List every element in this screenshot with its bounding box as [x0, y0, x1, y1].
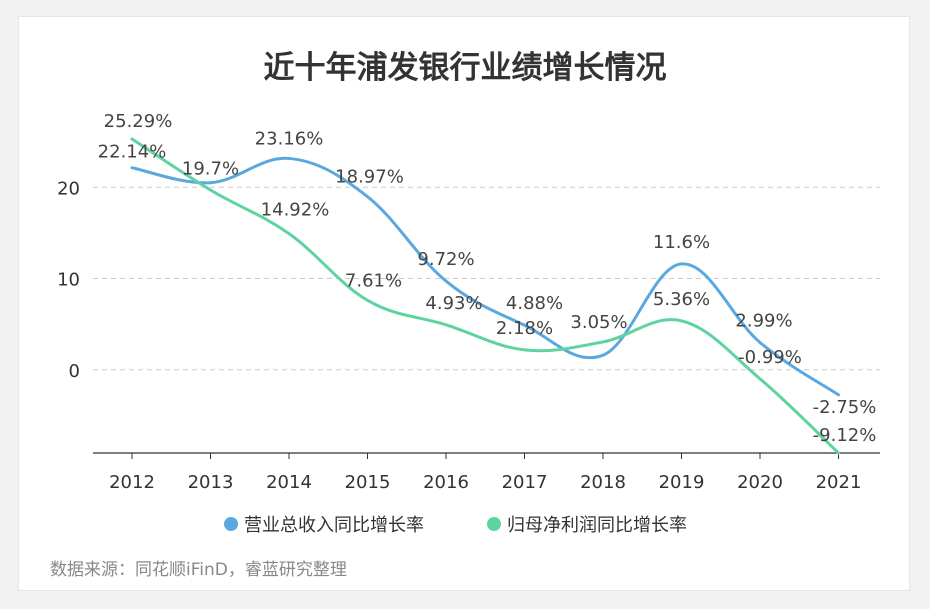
data-label: 4.88% [506, 293, 563, 314]
x-tick-label: 2021 [816, 472, 862, 493]
chart-title: 近十年浦发银行业绩增长情况 [264, 50, 667, 86]
legend: 营业总收入同比增长率 归母净利润同比增长率 [224, 515, 687, 536]
x-tick-label: 2020 [737, 472, 783, 493]
data-label: 7.61% [345, 270, 402, 291]
y-axis: 20 10 0 [57, 178, 80, 382]
data-label: -0.99% [738, 347, 802, 368]
x-tick-label: 2016 [423, 472, 469, 493]
data-label: -9.12% [813, 425, 877, 446]
x-tick-label: 2017 [502, 472, 548, 493]
data-label: 9.72% [417, 249, 474, 270]
legend-label-revenue: 营业总收入同比增长率 [244, 515, 424, 536]
y-tick-label: 20 [57, 178, 80, 199]
series-line-0 [130, 156, 840, 397]
data-label: 19.7% [182, 159, 239, 180]
x-axis: 2012 2013 2014 2015 2016 2017 2018 2019 2020 2021 [93, 452, 880, 493]
data-label: 3.05% [570, 312, 627, 333]
data-label: 25.29% [104, 111, 173, 132]
x-tick-label: 2018 [580, 472, 626, 493]
chart-card [18, 16, 910, 591]
series-line-1 [130, 137, 840, 455]
legend-item-net-profit[interactable]: 归母净利润同比增长率 [487, 515, 687, 536]
data-label: 5.36% [653, 289, 710, 310]
data-labels: 22.14% 19.7% 23.16% 18.97% 9.72% 4.88% 11.6% 2.… [98, 111, 877, 446]
x-tick-label: 2012 [109, 472, 155, 493]
x-tick-label: 2019 [659, 472, 705, 493]
source-note: 数据来源：同花顺iFinD，睿蓝研究整理 [50, 560, 347, 580]
data-label: 11.6% [653, 232, 710, 253]
data-label: 2.18% [496, 318, 553, 339]
data-label: -2.75% [813, 397, 877, 418]
data-label: 23.16% [255, 128, 324, 149]
legend-label-net-profit: 归母净利润同比增长率 [507, 515, 687, 536]
data-label: 4.93% [425, 293, 482, 314]
legend-marker-net-profit [487, 517, 501, 531]
data-label: 14.92% [261, 200, 330, 221]
data-label: 22.14% [98, 142, 167, 163]
y-tick-label: 0 [69, 361, 80, 382]
x-tick-label: 2013 [188, 472, 234, 493]
legend-marker-revenue [224, 517, 238, 531]
series-group [130, 137, 840, 455]
data-label: 18.97% [335, 167, 404, 188]
data-label: 2.99% [735, 310, 792, 331]
x-tick-label: 2014 [266, 472, 312, 493]
legend-item-revenue[interactable]: 营业总收入同比增长率 [224, 515, 424, 536]
y-tick-label: 10 [57, 270, 80, 291]
x-tick-label: 2015 [345, 472, 391, 493]
